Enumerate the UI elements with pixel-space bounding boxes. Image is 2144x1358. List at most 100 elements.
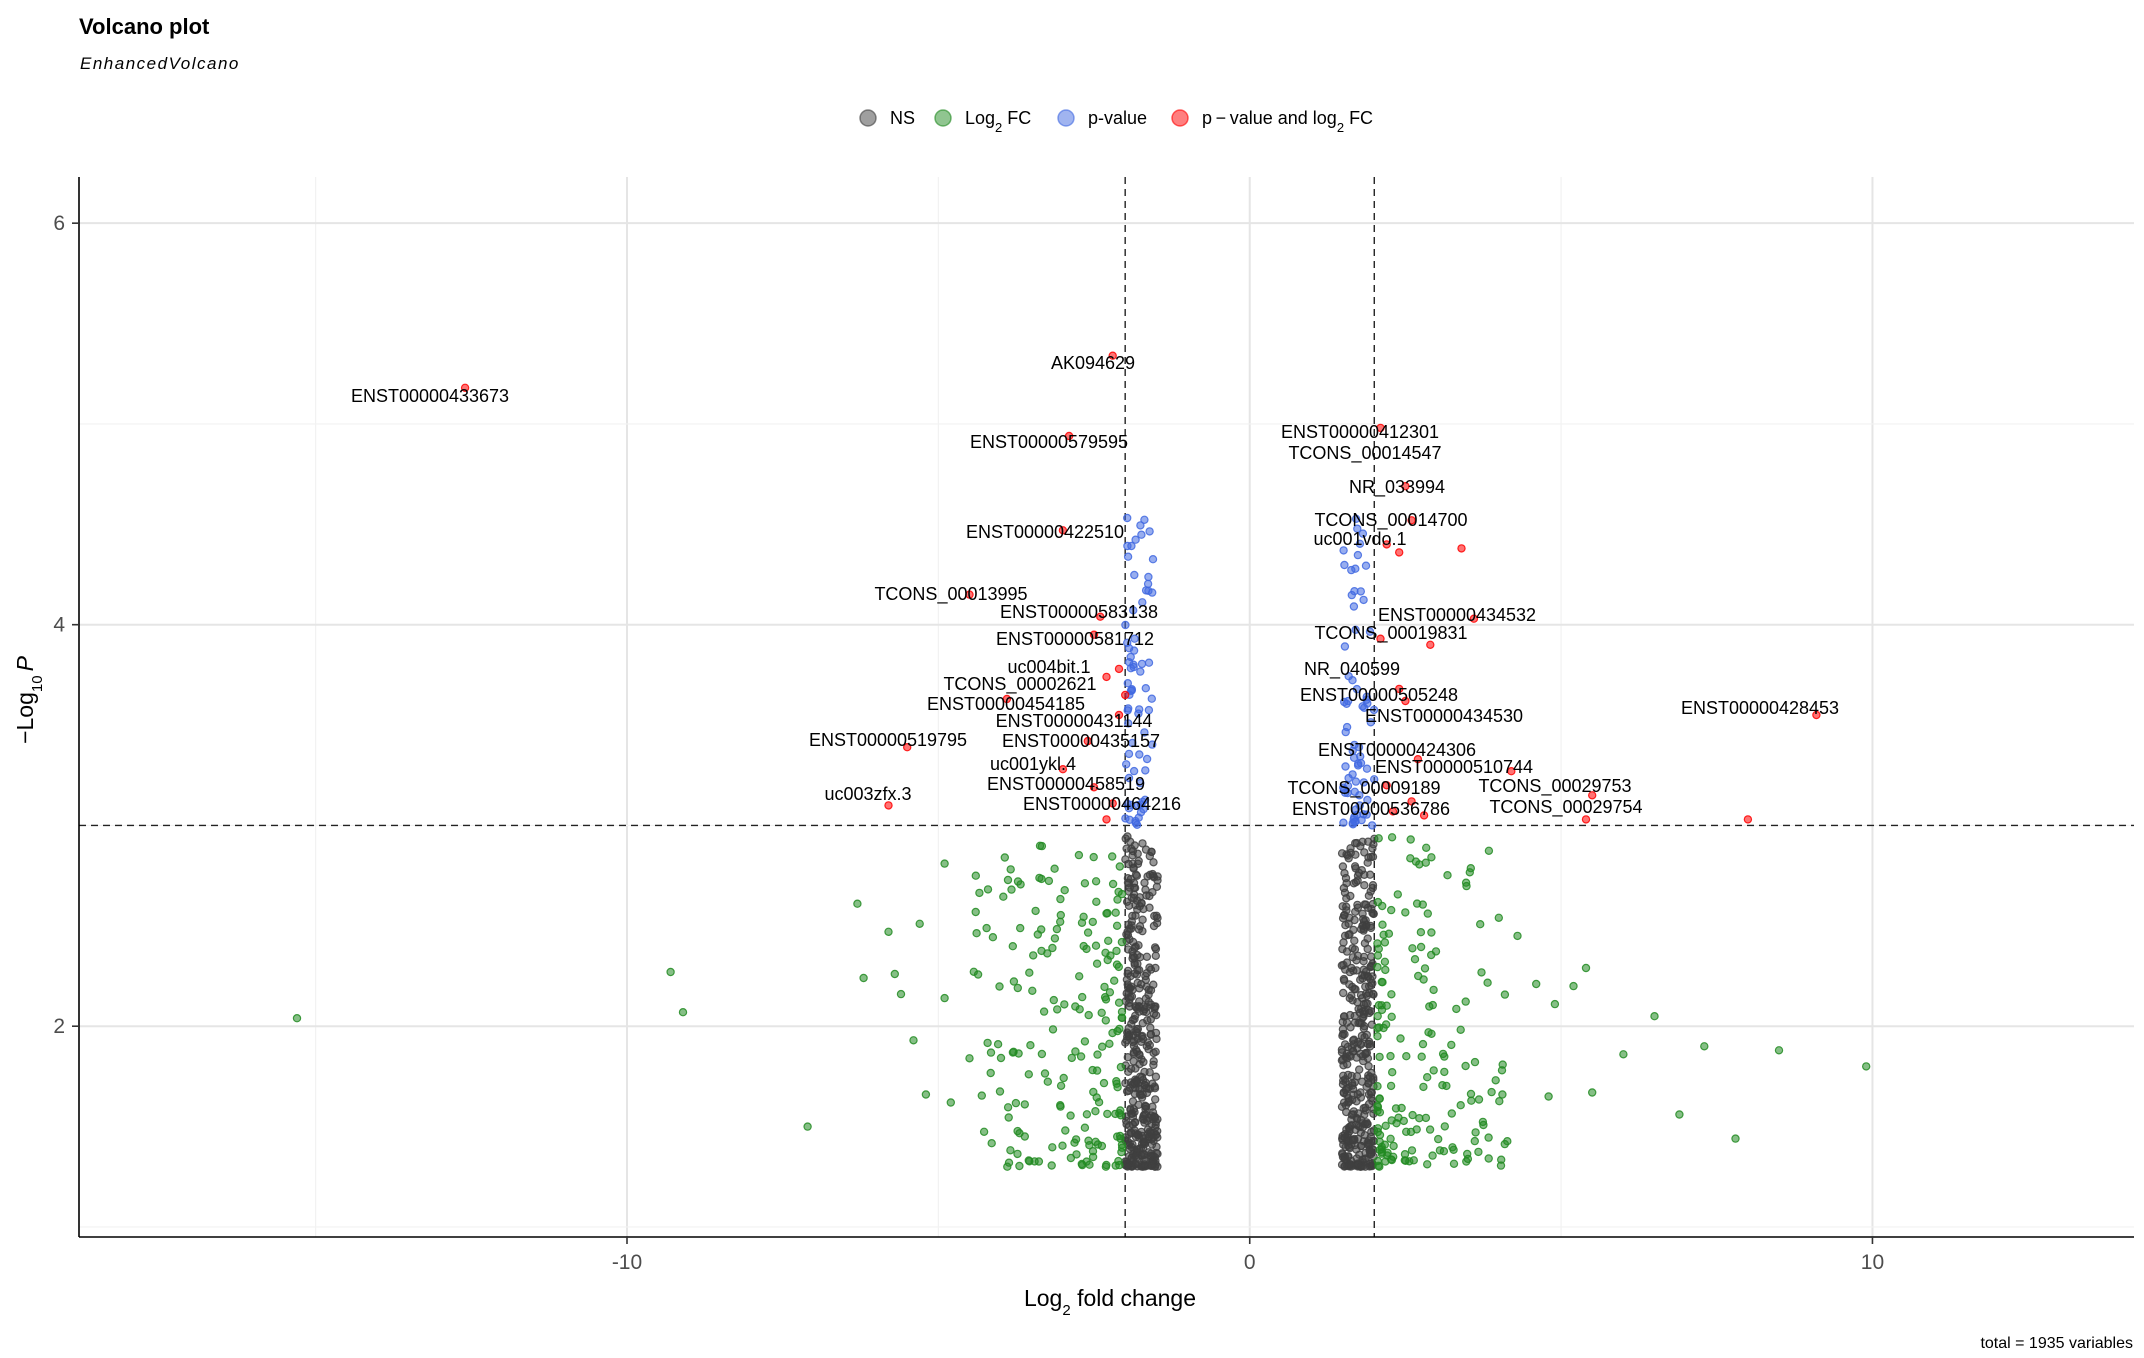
chart-subtitle: EnhancedVolcano	[80, 54, 240, 73]
ns-point	[1360, 881, 1369, 890]
fc-point	[292, 1014, 302, 1023]
significant-point	[1102, 672, 1111, 682]
fc-point	[1089, 852, 1098, 862]
fc-point	[1375, 1094, 1384, 1104]
fc-point	[1016, 880, 1025, 889]
pvalue-point	[1359, 595, 1368, 605]
ns-point	[1134, 1002, 1144, 1012]
fc-point	[1377, 1144, 1386, 1154]
fc-point	[1048, 943, 1057, 953]
fc-point	[1400, 1156, 1410, 1165]
fc-point	[1449, 1159, 1459, 1169]
ns-point	[1363, 972, 1373, 982]
gene-label: TCONS_00019831	[1314, 623, 1467, 644]
pvalue-point	[1342, 699, 1351, 709]
pvalue-point	[1367, 821, 1377, 830]
pvalue-point	[1130, 634, 1139, 643]
fc-point	[1393, 890, 1403, 899]
ns-point	[1124, 1023, 1133, 1033]
fc-point	[969, 967, 979, 977]
fc-point	[1009, 1047, 1018, 1057]
ns-point	[1152, 882, 1162, 892]
fc-point	[1619, 1050, 1628, 1059]
fc-point	[1097, 1008, 1106, 1018]
ns-point	[1130, 1011, 1140, 1021]
fc-point	[1397, 1103, 1406, 1113]
fc-point	[1484, 1133, 1493, 1142]
significant-point	[1407, 516, 1416, 525]
significant-point	[1114, 664, 1124, 674]
pvalue-point	[1135, 778, 1145, 788]
fc-point	[1408, 944, 1417, 953]
ns-point	[1356, 925, 1366, 934]
fc-point	[1103, 936, 1113, 946]
x-tick-label: 0	[1244, 1251, 1256, 1274]
gene-label: uc001vdo.1	[1313, 529, 1406, 549]
pvalue-point	[1144, 705, 1154, 715]
pvalue-point	[1136, 667, 1145, 676]
ns-point	[1360, 1021, 1369, 1031]
fc-point	[986, 1068, 995, 1078]
fc-point	[1114, 887, 1123, 897]
fc-point	[1009, 977, 1019, 986]
y-axis-label-var: P	[12, 655, 38, 671]
fc-point	[1381, 1121, 1390, 1131]
fc-point	[1066, 1111, 1075, 1120]
ns-point	[1340, 869, 1349, 878]
fc-point	[1100, 982, 1109, 992]
fc-point	[1028, 951, 1038, 960]
fc-point	[1471, 1128, 1480, 1137]
fc-point	[1056, 910, 1066, 920]
chart-title: Volcano plot	[79, 14, 210, 39]
fc-point	[1056, 1102, 1065, 1111]
pvalue-point	[1365, 627, 1375, 636]
pvalue-point	[1124, 644, 1134, 653]
pvalue-point	[1147, 694, 1157, 703]
ns-point	[1151, 951, 1161, 961]
fc-point	[1013, 1149, 1022, 1159]
ns-point	[1361, 1148, 1370, 1158]
fc-point	[1401, 1127, 1411, 1137]
fc-point	[1077, 918, 1087, 928]
ns-point	[1134, 856, 1143, 866]
pvalue-point	[1349, 602, 1359, 611]
fc-point	[1035, 841, 1045, 851]
fc-point	[1113, 895, 1122, 904]
fc-point	[1115, 862, 1125, 871]
fc-point	[1037, 1049, 1047, 1059]
fc-point	[678, 1008, 688, 1017]
fc-point	[1006, 1146, 1015, 1155]
x-axis-label-main: Log	[1024, 1285, 1062, 1311]
fc-point	[1016, 923, 1025, 933]
fc-point	[1084, 1136, 1093, 1145]
ns-point	[1129, 864, 1138, 873]
fc-point	[1092, 959, 1102, 968]
fc-point	[1080, 1037, 1090, 1046]
pvalue-point	[1358, 529, 1368, 538]
gene-label: ENST00000454185	[927, 694, 1085, 714]
fc-point	[666, 967, 675, 977]
fc-point	[1421, 1113, 1431, 1123]
fc-point	[1389, 1141, 1398, 1151]
fc-point	[1044, 876, 1054, 886]
x-axis-label-sub: 2	[1062, 1302, 1070, 1319]
fc-point	[1421, 858, 1431, 867]
fc-point	[1387, 1012, 1396, 1022]
ns-point	[1133, 978, 1142, 988]
ns-point	[1139, 1057, 1148, 1067]
pvalue-point	[1341, 762, 1350, 771]
gene-label: ENST00000583138	[1000, 602, 1158, 622]
fc-point	[1700, 1042, 1709, 1051]
ns-point	[1148, 888, 1157, 897]
ns-point	[1350, 936, 1359, 945]
fc-point	[1088, 1146, 1098, 1156]
ns-point	[1361, 1162, 1370, 1171]
ns-point	[1344, 1142, 1354, 1152]
fc-point	[1467, 1096, 1476, 1105]
ns-point	[1354, 868, 1364, 878]
fc-point	[1108, 1028, 1117, 1038]
fc-point	[1373, 962, 1382, 972]
ns-point	[1137, 1072, 1147, 1082]
ns-point	[1350, 984, 1359, 994]
